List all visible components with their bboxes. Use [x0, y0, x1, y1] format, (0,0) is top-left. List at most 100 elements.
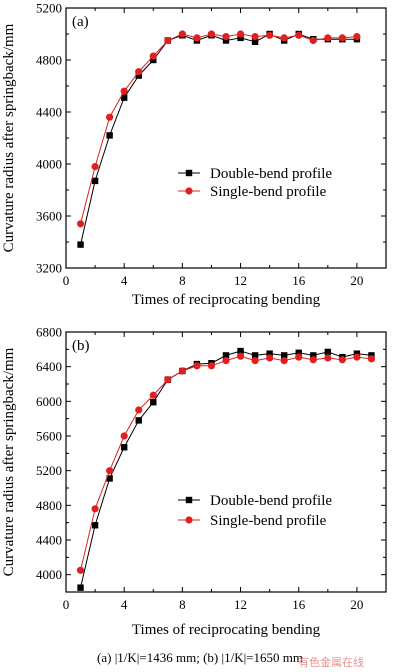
x-tick-label: 0 [63, 273, 70, 288]
y-tick-label: 4800 [36, 53, 62, 68]
x-axis-label: Times of reciprocating bending [132, 292, 321, 308]
data-point-double-bend [91, 177, 99, 185]
x-tick-label: 12 [234, 597, 247, 612]
data-point-single-bend [280, 357, 288, 365]
panel-label: (a) [72, 14, 89, 30]
data-point-single-bend [193, 362, 201, 370]
legend-marker [185, 496, 193, 504]
y-tick-label: 4000 [36, 157, 62, 172]
x-tick-label: 16 [292, 597, 306, 612]
legend-marker [185, 516, 193, 524]
data-point-single-bend [309, 36, 317, 45]
data-point-double-bend [324, 348, 332, 356]
data-point-double-bend [106, 475, 113, 482]
y-tick-label: 3600 [36, 209, 62, 224]
x-tick-label: 16 [292, 273, 306, 288]
data-point-single-bend [280, 34, 288, 42]
watermark: 有色金属在线 [298, 656, 364, 669]
data-point-double-bend [135, 417, 142, 424]
y-axis-label: Curvature radius after springback/mm [1, 23, 17, 252]
data-point-double-bend [222, 37, 230, 44]
data-point-single-bend [135, 68, 143, 76]
data-point-single-bend [207, 30, 216, 38]
data-point-single-bend [295, 31, 303, 39]
legend-label: Double-bend profile [210, 166, 332, 182]
y-tick-label: 5200 [36, 463, 62, 478]
data-point-single-bend [309, 356, 317, 364]
data-point-double-bend [237, 347, 244, 355]
data-point-double-bend [310, 352, 317, 359]
data-point-single-bend [353, 33, 361, 41]
data-point-single-bend [324, 354, 332, 362]
data-point-double-bend [237, 34, 244, 42]
series-line-double-bend [80, 33, 357, 245]
data-point-single-bend [207, 362, 216, 370]
x-tick-label: 20 [350, 273, 363, 288]
data-point-single-bend [91, 163, 99, 171]
data-point-single-bend [120, 87, 128, 95]
data-point-single-bend [120, 432, 128, 440]
legend-marker [185, 169, 193, 177]
data-point-single-bend [236, 352, 245, 360]
data-point-single-bend [135, 406, 143, 414]
data-point-single-bend [76, 220, 85, 228]
data-point-single-bend [178, 367, 186, 375]
data-point-double-bend [106, 132, 113, 139]
figure-caption: (a) |1/K|=1436 mm; (b) |1/K|=1650 mm [97, 650, 303, 665]
y-tick-label: 5200 [36, 1, 62, 16]
data-point-single-bend [367, 355, 376, 363]
data-point-double-bend [295, 349, 302, 356]
y-tick-label: 3200 [36, 261, 62, 276]
plot-frame [65, 331, 387, 593]
x-tick-label: 12 [234, 273, 247, 288]
data-point-single-bend [149, 391, 157, 399]
x-tick-label: 4 [121, 273, 128, 288]
data-point-single-bend [106, 467, 114, 475]
data-point-double-bend [120, 444, 128, 451]
series-line-double-bend [80, 350, 372, 588]
y-axis-label: Curvature radius after springback/mm [1, 347, 17, 576]
data-point-double-bend [77, 584, 84, 591]
data-point-single-bend [266, 354, 274, 362]
data-point-single-bend [76, 566, 85, 574]
data-point-single-bend [236, 30, 245, 38]
data-point-single-bend [338, 356, 346, 364]
data-point-single-bend [295, 353, 303, 361]
legend-marker [185, 187, 193, 195]
data-point-single-bend [222, 33, 230, 41]
data-point-single-bend [149, 52, 157, 60]
data-point-single-bend [338, 34, 346, 42]
x-tick-label: 0 [63, 597, 70, 612]
y-tick-label: 5600 [36, 429, 62, 444]
legend-label: Double-bend profile [210, 493, 332, 509]
y-tick-label: 4000 [36, 567, 62, 582]
data-point-single-bend [164, 36, 172, 45]
data-point-double-bend [280, 352, 288, 359]
data-point-single-bend [164, 376, 172, 384]
x-tick-label: 4 [121, 597, 128, 612]
panel-label: (b) [72, 338, 90, 354]
y-tick-label: 6400 [36, 359, 62, 374]
data-point-double-bend [91, 522, 99, 529]
y-tick-label: 4400 [36, 105, 62, 120]
data-point-single-bend [251, 357, 259, 365]
plot-frame [65, 7, 387, 269]
series-line-single-bend [80, 355, 372, 571]
data-point-single-bend [222, 357, 230, 365]
y-tick-label: 4400 [36, 533, 62, 548]
data-point-single-bend [193, 34, 201, 42]
x-axis-label: Times of reciprocating bending [132, 622, 321, 638]
y-tick-label: 6000 [36, 394, 62, 409]
data-point-double-bend [120, 94, 128, 101]
data-point-double-bend [266, 350, 273, 357]
data-point-single-bend [324, 34, 332, 42]
x-tick-label: 8 [179, 273, 186, 288]
data-point-single-bend [251, 33, 259, 41]
data-point-double-bend [150, 399, 157, 406]
data-point-single-bend [106, 113, 114, 121]
data-point-double-bend [251, 352, 259, 359]
data-point-double-bend [222, 352, 230, 359]
y-tick-label: 4800 [36, 498, 62, 513]
data-point-single-bend [178, 30, 186, 38]
